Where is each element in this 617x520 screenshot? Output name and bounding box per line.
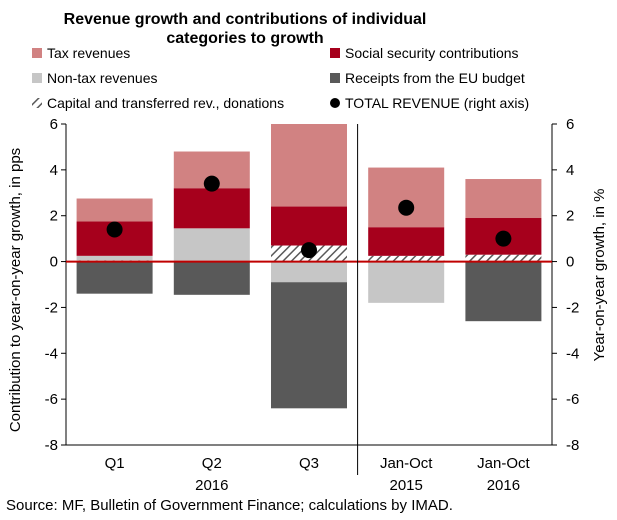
legend: Tax revenues Social security contribution… — [32, 45, 529, 111]
bar-tax-revenues-4 — [368, 167, 445, 228]
y-tick-label: 2 — [50, 208, 58, 225]
y2-tick-label: -4 — [566, 345, 579, 362]
bars-group — [76, 124, 542, 409]
y2-tick-label: 0 — [566, 254, 574, 271]
total-revenue-point-2 — [203, 175, 220, 192]
y-tick-label: 4 — [50, 162, 58, 179]
chart-title-line2: categories to growth — [166, 30, 323, 47]
legend-capital-and-transferred-rev-donations-label: Capital and transferred rev., donations — [47, 95, 284, 111]
bar-non-tax-revenues-1 — [76, 255, 153, 261]
chart-title-line1: Revenue growth and contributions of indi… — [64, 11, 427, 28]
total-revenue-point-5 — [495, 230, 512, 247]
legend-receipts-from-the-eu-budget-swatch — [330, 73, 340, 83]
x-tick-label: Jan-Oct — [477, 455, 530, 472]
x-tick-label: Q1 — [105, 455, 125, 472]
y-tick-label: -8 — [45, 437, 58, 454]
total-revenue-point-1 — [106, 221, 123, 238]
total-revenue-point-3 — [301, 242, 317, 259]
bar-social-security-contributions-4 — [368, 227, 445, 256]
bar-non-tax-revenues-2 — [173, 228, 250, 262]
y2-tick-label: -6 — [566, 391, 579, 408]
bar-non-tax-revenues-3 — [271, 261, 347, 283]
total-revenue-point-4 — [398, 199, 415, 216]
source-note: Source: MF, Bulletin of Government Finan… — [6, 497, 453, 514]
legend-non-tax-revenues-swatch — [32, 73, 42, 83]
bar-non-tax-revenues-4 — [368, 261, 445, 303]
legend-receipts-from-the-eu-budget-label: Receipts from the EU budget — [345, 70, 525, 86]
bar-capital-and-transferred-rev-donations-4 — [368, 255, 445, 262]
bar-receipts-from-the-eu-budget-3 — [271, 282, 347, 409]
y2-axis-title: Year-on-year growth, in % — [591, 189, 608, 362]
x-tick-label: Q3 — [299, 455, 319, 472]
y-tick-label: -6 — [45, 391, 58, 408]
y-tick-label: -4 — [45, 345, 58, 362]
bar-receipts-from-the-eu-budget-1 — [76, 261, 153, 294]
x-tick-label: Q2 — [202, 455, 222, 472]
x-tick-sublabel: 2016 — [487, 477, 520, 494]
bar-tax-revenues-1 — [76, 198, 153, 222]
y-axis-title: Contribution to year-on-year growth, in … — [7, 148, 24, 432]
x-tick-sublabel: 2015 — [390, 477, 423, 494]
bar-tax-revenues-5 — [465, 179, 542, 219]
legend-tax-revenues-label: Tax revenues — [47, 45, 130, 61]
legend-total-revenue-right-axis-label: TOTAL REVENUE (right axis) — [345, 95, 529, 111]
bar-tax-revenues-3 — [271, 124, 347, 207]
y-tick-label: -2 — [45, 299, 58, 316]
bar-social-security-contributions-2 — [173, 188, 250, 229]
y-tick-label: 0 — [50, 254, 58, 271]
y2-tick-label: 4 — [566, 162, 574, 179]
bar-capital-and-transferred-rev-donations-5 — [465, 254, 542, 262]
bar-receipts-from-the-eu-budget-2 — [173, 261, 250, 295]
y2-tick-label: 2 — [566, 208, 574, 225]
legend-total-revenue-right-axis-marker — [330, 98, 340, 108]
legend-social-security-contributions-swatch — [330, 48, 340, 58]
legend-social-security-contributions-label: Social security contributions — [345, 45, 519, 61]
x-tick-sublabel: 2016 — [195, 477, 228, 494]
legend-capital-and-transferred-rev-donations-swatch — [32, 98, 42, 108]
x-tick-label: Jan-Oct — [380, 455, 433, 472]
legend-tax-revenues-swatch — [32, 48, 42, 58]
bar-social-security-contributions-3 — [271, 206, 347, 246]
bar-receipts-from-the-eu-budget-5 — [465, 261, 542, 322]
total-markers — [106, 175, 512, 259]
axes-group: -8 -6 -4 -2 0 2 4 6 -8 -6 -4 -2 0 2 4 6 Q1 Q2 2016 Q3 Jan-Oc… — [45, 116, 580, 494]
y2-tick-label: 6 — [566, 116, 574, 133]
y2-tick-label: -2 — [566, 299, 579, 316]
y2-tick-label: -8 — [566, 437, 579, 454]
y-tick-label: 6 — [50, 116, 58, 133]
legend-non-tax-revenues-label: Non-tax revenues — [47, 70, 158, 86]
